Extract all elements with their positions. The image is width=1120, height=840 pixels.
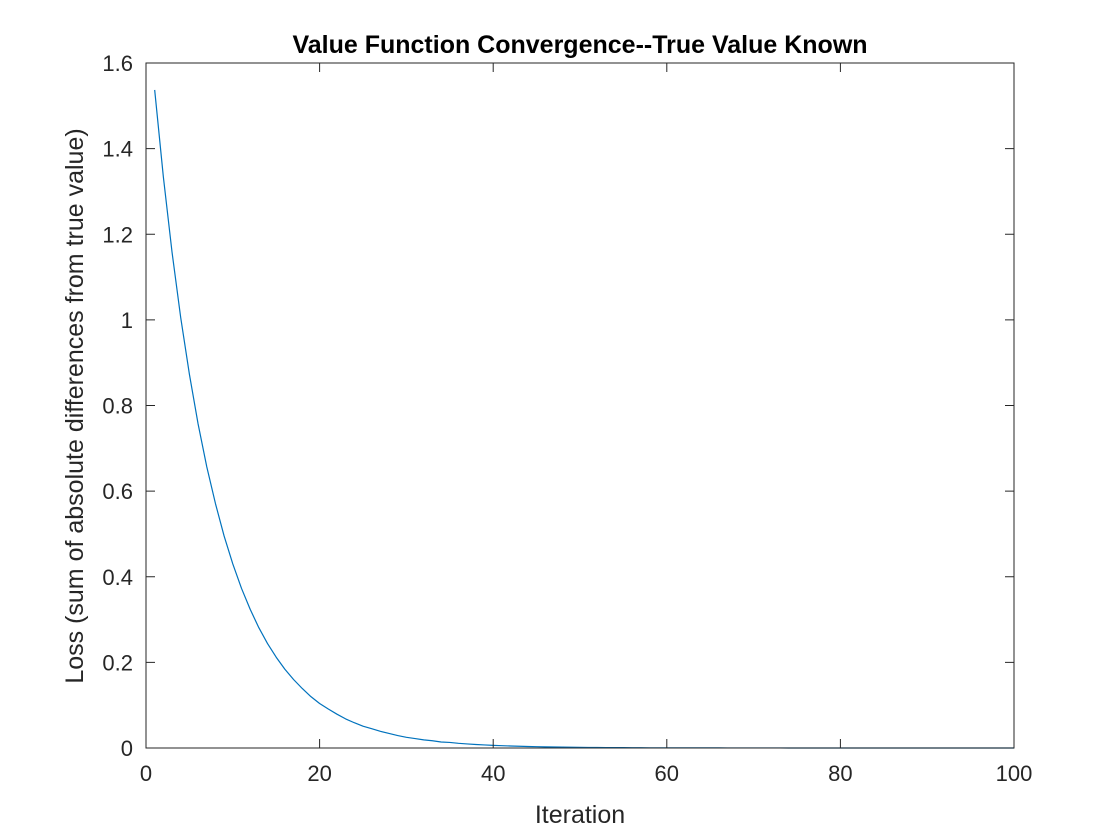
x-tick-label: 20 [307,761,331,786]
plot-area [146,63,1014,748]
y-tick-label: 1.6 [102,51,133,76]
ticks-layer: 0 20 40 60 80 100 0 0.2 0.4 0.6 0.8 1 1.2 1.4 1.6 [102,51,1032,786]
y-tick-label: 1 [121,308,133,333]
x-tick-label: 60 [655,761,679,786]
y-axis-label: Loss (sum of absolute differences from t… [61,128,89,683]
x-tick-label: 100 [996,761,1033,786]
y-tick-label: 1.4 [102,137,133,162]
y-tick-label: 0.8 [102,394,133,419]
x-tick-label: 80 [828,761,852,786]
x-tick-label: 0 [140,761,152,786]
y-tick-label: 0.6 [102,479,133,504]
y-tick-label: 0.2 [102,650,133,675]
chart-title: Value Function Convergence--True Value K… [292,31,867,59]
y-tick-label: 0.4 [102,565,133,590]
x-axis-label: Iteration [535,801,625,829]
y-tick-label: 0 [121,736,133,761]
y-tick-label: 1.2 [102,222,133,247]
x-tick-label: 40 [481,761,505,786]
